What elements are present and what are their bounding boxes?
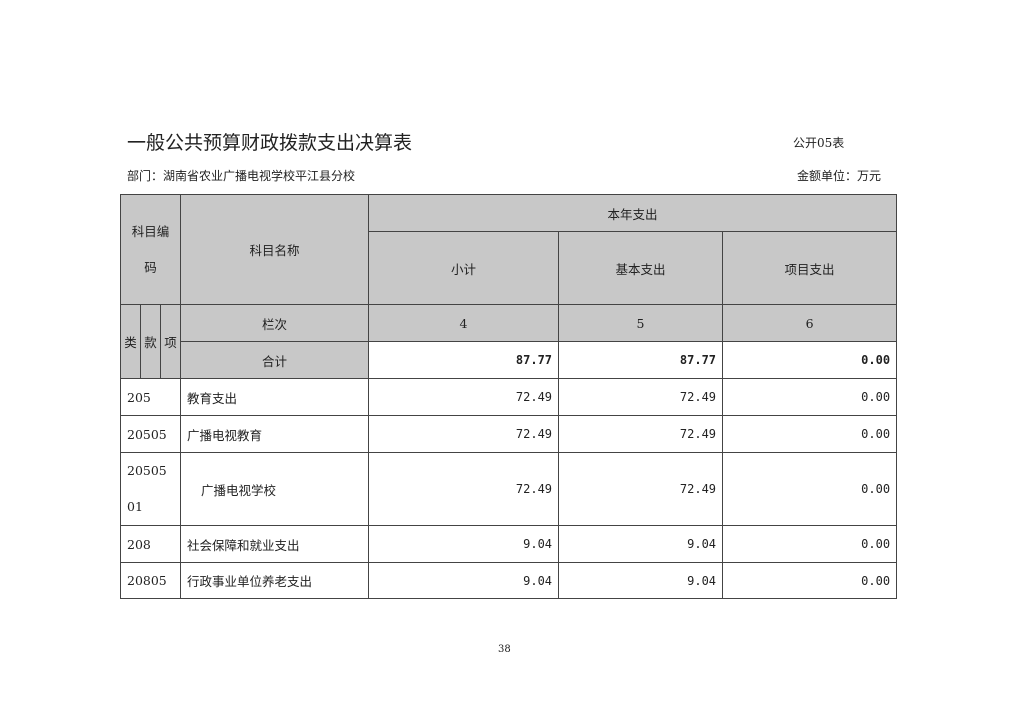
row-code: 2050501 [119,452,182,526]
header-xiang: 项 [159,304,182,379]
row-value: 72.49 [558,378,724,416]
col-num: 4 [368,304,560,342]
row-name: 行政事业单位养老支出 [180,562,370,599]
table-code: 公开05表 [793,136,845,150]
row-value: 72.49 [368,452,560,526]
row-name: 社会保障和就业支出 [180,525,370,563]
header-kuan: 款 [140,304,161,379]
total-value: 87.77 [368,341,560,379]
row-value: 72.49 [558,415,724,453]
row-value: 0.00 [722,378,898,416]
table-row: 20505 广播电视教育 72.49 72.49 0.00 [119,415,898,453]
header-lei: 类 [120,304,141,379]
header-basic: 基本支出 [558,231,724,305]
amount-unit: 金额单位：万元 [797,169,882,183]
row-value: 9.04 [558,562,724,599]
row-code: 20805 [119,562,182,599]
row-code: 208 [119,525,182,563]
col-num: 5 [558,304,724,342]
row-value: 0.00 [722,525,898,563]
header-column-no: 栏次 [180,304,370,342]
total-value: 87.77 [558,341,724,379]
row-name: 教育支出 [180,378,370,416]
header-subject-name: 科目名称 [180,194,370,305]
row-value: 9.04 [558,525,724,563]
header-subtotal: 小计 [368,231,560,305]
row-value: 0.00 [722,452,898,526]
row-value: 9.04 [368,562,560,599]
page-title: 一般公共预算财政拨款支出决算表 [127,132,413,154]
table-row: 2050501 广播电视学校 72.49 72.49 0.00 [119,452,898,526]
department: 部门：湖南省农业广播电视学校平江县分校 [127,169,356,183]
row-name: 广播电视学校 [180,452,370,526]
header-subject-code: 科目编码 [119,194,182,305]
row-code: 205 [119,378,182,416]
row-value: 72.49 [558,452,724,526]
table-row: 20805 行政事业单位养老支出 9.04 9.04 0.00 [119,562,898,599]
page-number: 38 [498,644,511,655]
total-value: 0.00 [722,341,898,379]
table-row: 208 社会保障和就业支出 9.04 9.04 0.00 [119,525,898,563]
row-value: 72.49 [368,415,560,453]
total-label: 合计 [180,341,370,379]
expenditure-table: 科目编码 科目名称 本年支出 小计 基本支出 项目支出 类 款 项 栏次 4 5… [119,194,898,599]
row-value: 72.49 [368,378,560,416]
row-value: 0.00 [722,562,898,599]
row-code: 20505 [119,415,182,453]
header-project: 项目支出 [722,231,898,305]
row-value: 0.00 [722,415,898,453]
header-current-year: 本年支出 [368,194,898,232]
row-name: 广播电视教育 [180,415,370,453]
table-row: 205 教育支出 72.49 72.49 0.00 [119,378,898,416]
col-num: 6 [722,304,898,342]
row-value: 9.04 [368,525,560,563]
